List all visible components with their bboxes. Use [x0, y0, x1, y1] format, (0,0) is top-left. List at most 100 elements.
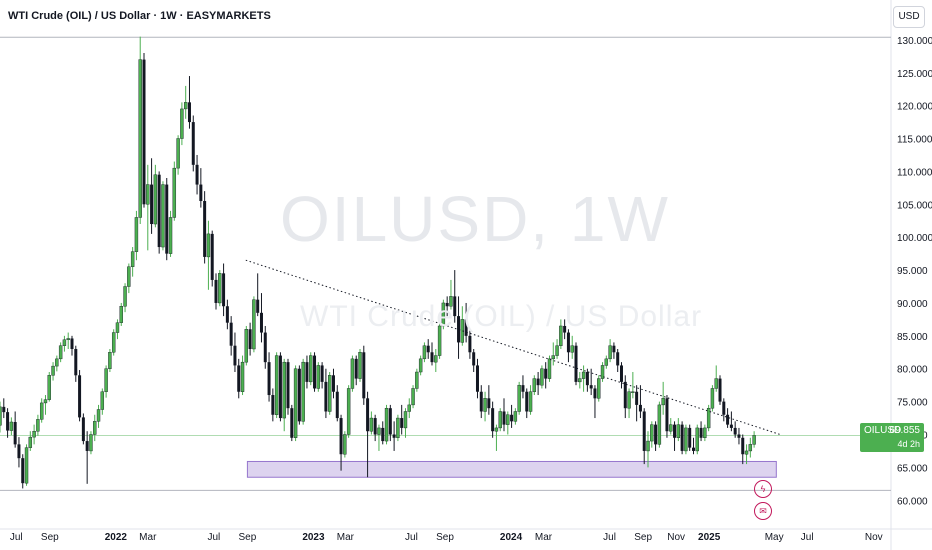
candle-body [183, 102, 188, 110]
candle-body [392, 434, 396, 438]
candle-body [551, 355, 555, 360]
price-tick-label: 100.000 [897, 233, 932, 244]
candle-body [680, 424, 684, 451]
candle-body [157, 174, 161, 248]
candle-body [748, 444, 753, 452]
lightning-icon[interactable]: ϟ [754, 480, 772, 498]
candle-body [703, 427, 707, 438]
candle-body [210, 233, 214, 280]
candle-body [13, 422, 17, 445]
time-tick-label: Mar [337, 532, 355, 543]
candle-body [752, 435, 756, 445]
time-tick-label: Mar [139, 532, 157, 543]
candle-body [581, 371, 586, 379]
candle-body [350, 358, 355, 389]
candle-body [483, 398, 487, 412]
candle-body [563, 325, 567, 333]
candle-body [502, 411, 506, 425]
price-tick-label: 75.000 [897, 398, 928, 409]
watermark-symbol: OILUSD, 1W [280, 183, 670, 255]
candle-body [343, 434, 347, 455]
candle-body [17, 444, 21, 459]
candle-body [206, 233, 211, 258]
candle-body [741, 437, 745, 455]
candle-body [536, 378, 540, 386]
candle-body [616, 352, 620, 366]
candle-body [187, 102, 191, 123]
candle-body [688, 427, 692, 448]
candle-body [85, 441, 89, 451]
candle-body [89, 434, 93, 452]
candle-body [430, 352, 434, 363]
candle-body [233, 345, 237, 366]
candle-body [320, 365, 324, 382]
candle-body [714, 378, 718, 389]
current-price-label: OILUSD 69.855 4d 2h [860, 423, 924, 452]
price-tick-label: 105.000 [897, 200, 932, 211]
candle-body [58, 345, 63, 360]
candle-body [9, 421, 14, 431]
candle-body [627, 391, 631, 409]
candle-body [513, 411, 518, 422]
time-tick-label: Jul [207, 532, 220, 543]
time-tick-label: Nov [667, 532, 685, 543]
candle-body [339, 418, 343, 455]
candle-body [593, 388, 597, 399]
candle-body [199, 184, 203, 202]
candle-body [619, 365, 623, 382]
candle-body [377, 427, 381, 435]
candle-body [528, 391, 533, 412]
candle-body [267, 362, 271, 396]
candle-body [472, 352, 476, 366]
time-tick-label: Jul [801, 532, 814, 543]
dividend-icon[interactable]: ✉ [754, 502, 772, 520]
candle-body [153, 174, 158, 225]
candle-body [168, 217, 173, 254]
candle-body [646, 440, 650, 452]
candle-body [555, 345, 559, 356]
candle-body [32, 431, 36, 438]
candle-body [600, 365, 605, 379]
candle-body [119, 306, 123, 323]
watermark-name: WTI Crude (OIL) / US Dollar [300, 300, 703, 333]
candle-body [43, 399, 48, 404]
candle-body [650, 424, 654, 442]
candle-body [403, 411, 408, 429]
resistance-trendline [245, 259, 781, 435]
time-tick-label: 2022 [105, 532, 128, 543]
candle-body [62, 339, 67, 346]
price-tick-label: 60.000 [897, 496, 928, 507]
candle-body [313, 355, 317, 389]
candle-body [589, 385, 593, 389]
candle-body [722, 401, 726, 415]
candle-body [123, 286, 127, 307]
time-tick-label: Jul [405, 532, 418, 543]
time-tick-label: 2023 [302, 532, 325, 543]
candle-body [737, 434, 741, 438]
currency-button[interactable]: USD [893, 6, 925, 28]
candle-body [274, 355, 279, 415]
candle-body [180, 108, 184, 139]
candle-body [115, 322, 120, 333]
candle-body [369, 417, 374, 432]
candle-body [638, 404, 642, 412]
candle-body [729, 424, 733, 428]
candle-body [346, 388, 351, 435]
price-tick-label: 125.000 [897, 69, 932, 80]
time-tick-label: Jul [10, 532, 23, 543]
bar-countdown: 4d 2h [897, 439, 920, 449]
candle-body [195, 164, 199, 185]
candle-body [718, 378, 722, 402]
candle-body [24, 447, 29, 484]
candle-body [468, 335, 472, 353]
candle-body [699, 427, 703, 438]
candle-body [104, 368, 108, 392]
candle-body [28, 436, 33, 448]
candle-body [676, 424, 681, 438]
candle-body [146, 184, 150, 205]
candle-body [415, 371, 419, 389]
candle-body [21, 458, 25, 484]
candle-body [2, 406, 6, 413]
candle-body [570, 345, 574, 353]
